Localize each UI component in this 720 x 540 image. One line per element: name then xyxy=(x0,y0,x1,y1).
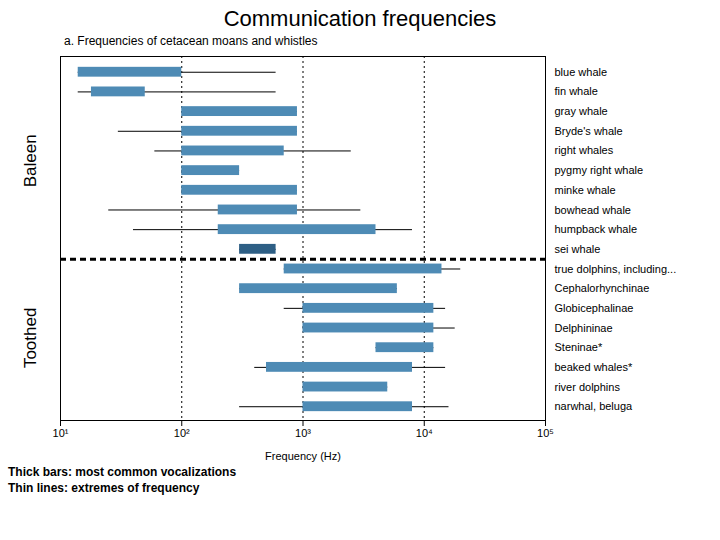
svg-text:sei whale: sei whale xyxy=(555,243,601,255)
html-text:a. Frequencies of cetacean moa: a. Frequencies of cetacean moans and whi… xyxy=(64,34,318,48)
svg-text:minke whale: minke whale xyxy=(555,184,616,196)
svg-text:10³: 10³ xyxy=(295,427,311,439)
svg-text:Globicephalinae: Globicephalinae xyxy=(555,302,634,314)
svg-text:10²: 10² xyxy=(174,427,190,439)
svg-text:Steninae*: Steninae* xyxy=(555,341,603,353)
svg-text:pygmy right whale: pygmy right whale xyxy=(555,164,644,176)
html-text:Thin lines: extremes of freque: Thin lines: extremes of frequency xyxy=(8,481,200,495)
svg-text:right whales: right whales xyxy=(555,144,614,156)
svg-text:blue whale: blue whale xyxy=(555,66,608,78)
svg-text:fin whale: fin whale xyxy=(555,85,598,97)
svg-text:river dolphins: river dolphins xyxy=(555,381,621,393)
svg-text:beaked whales*: beaked whales* xyxy=(555,361,633,373)
svg-text:Bryde's whale: Bryde's whale xyxy=(555,125,623,137)
svg-text:Frequency (Hz): Frequency (Hz) xyxy=(265,450,341,462)
html-text:Communication frequencies: Communication frequencies xyxy=(223,6,497,31)
svg-text:10⁴: 10⁴ xyxy=(416,427,433,439)
svg-text:Cephalorhynchinae: Cephalorhynchinae xyxy=(555,282,650,294)
svg-text:bowhead whale: bowhead whale xyxy=(555,203,631,215)
svg-text:10⁵: 10⁵ xyxy=(537,427,554,439)
svg-text:10¹: 10¹ xyxy=(53,427,69,439)
svg-text:humpback whale: humpback whale xyxy=(555,223,638,235)
svg-text:narwhal, beluga: narwhal, beluga xyxy=(555,400,634,412)
html-text:Thick bars: most common vocali: Thick bars: most common vocalizations xyxy=(8,465,237,479)
svg-text:Baleen: Baleen xyxy=(21,134,40,187)
svg-text:true dolphins, including...: true dolphins, including... xyxy=(555,263,677,275)
svg-text:gray whale: gray whale xyxy=(555,105,608,117)
svg-text:Toothed: Toothed xyxy=(21,308,40,369)
svg-text:Delphininae: Delphininae xyxy=(555,322,613,334)
